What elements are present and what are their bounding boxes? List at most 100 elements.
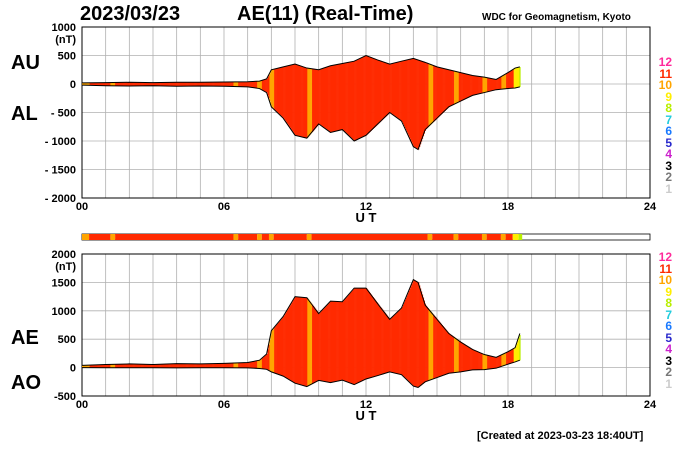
fill-bar	[281, 67, 283, 117]
fill-bar	[137, 364, 140, 368]
fill-bar	[268, 75, 270, 99]
fill-bar	[341, 63, 343, 130]
fill-bar	[496, 79, 498, 90]
fill-bar	[277, 323, 279, 374]
activity-segment	[115, 234, 234, 240]
fill-bar	[455, 338, 458, 373]
fill-bar	[138, 364, 141, 368]
fill-bar	[426, 62, 428, 129]
fill-bar	[158, 364, 160, 368]
fill-bar	[238, 81, 240, 87]
fill-bar	[112, 82, 114, 86]
fill-bar	[183, 363, 185, 368]
fill-bar	[119, 364, 122, 368]
fill-bar	[418, 282, 420, 388]
fill-bar	[468, 346, 470, 371]
fill-bar	[317, 69, 319, 126]
fill-bar	[334, 64, 337, 132]
fill-bar	[193, 82, 195, 87]
fill-bar	[423, 300, 425, 383]
fill-bar	[291, 64, 293, 130]
fill-bar	[124, 364, 126, 368]
fill-bar	[171, 363, 174, 368]
y-tick-label: 500	[58, 334, 76, 346]
fill-bar	[398, 61, 400, 119]
fill-bar	[508, 71, 511, 89]
fill-bar	[155, 82, 158, 86]
fill-bar	[213, 82, 215, 87]
fill-bar	[245, 362, 248, 368]
fill-bar	[386, 63, 389, 116]
fill-bar	[401, 61, 403, 121]
fill-bar	[312, 304, 314, 384]
fill-bar	[114, 364, 116, 368]
fill-bar	[280, 319, 283, 376]
fill-bar	[180, 363, 182, 368]
fill-bar	[416, 281, 418, 387]
fill-bar	[128, 82, 130, 86]
fill-bar	[457, 339, 460, 373]
fill-bar	[212, 82, 214, 87]
fill-bar	[443, 68, 445, 112]
y-axis-label: (nT)	[55, 34, 76, 46]
legend-level-lower-3: 3	[665, 353, 672, 368]
y-tick-label: 1500	[52, 277, 76, 289]
fill-bar	[171, 82, 174, 87]
fill-bar	[152, 364, 154, 368]
fill-bar	[187, 363, 189, 368]
fill-bar	[84, 365, 87, 368]
fill-bar	[311, 303, 313, 385]
fill-bar	[227, 81, 230, 87]
activity-segment	[273, 234, 307, 240]
fill-bar	[382, 309, 384, 375]
fill-bar	[399, 310, 401, 375]
fill-bar	[453, 70, 455, 105]
fill-bar	[168, 82, 170, 87]
fill-bar	[276, 325, 278, 374]
fill-bar	[110, 364, 112, 368]
fill-bar	[99, 364, 101, 368]
activity-segment	[500, 234, 506, 240]
fill-bar	[335, 301, 337, 382]
fill-bar	[195, 363, 197, 368]
fill-bar	[442, 326, 444, 376]
fill-bar	[307, 298, 309, 387]
fill-bar	[477, 76, 479, 95]
fill-bar	[239, 362, 241, 368]
fill-bar	[508, 72, 510, 89]
fill-bar	[315, 309, 318, 382]
fill-bar	[332, 65, 335, 132]
fill-bar	[240, 81, 242, 87]
fill-bar	[510, 70, 513, 89]
fill-bar	[487, 77, 489, 92]
fill-bar	[154, 364, 157, 368]
fill-bar	[160, 82, 162, 86]
fill-bar	[158, 82, 160, 86]
fill-bar	[283, 66, 285, 119]
fill-bar	[421, 61, 424, 139]
fill-bar	[300, 297, 302, 385]
fill-bar	[98, 82, 100, 86]
fill-bar	[463, 73, 465, 100]
fill-bar	[491, 78, 494, 91]
fill-bar	[365, 288, 367, 380]
fill-bar	[303, 297, 305, 386]
fill-bar	[503, 75, 505, 90]
fill-bar	[248, 362, 250, 368]
fill-bar	[206, 363, 208, 368]
fill-bar	[373, 58, 375, 129]
fill-bar	[121, 82, 124, 86]
fill-bar	[296, 296, 299, 384]
fill-bar	[339, 64, 341, 131]
fill-bar	[328, 66, 330, 131]
fill-bar	[274, 327, 276, 373]
fill-bar	[258, 360, 260, 369]
fill-bar	[259, 80, 262, 89]
fill-bar	[378, 60, 380, 124]
fill-bar	[395, 62, 397, 117]
fill-bar	[324, 307, 326, 382]
fill-bar	[380, 60, 382, 122]
fill-bar	[369, 293, 372, 378]
fill-bar	[465, 73, 467, 99]
